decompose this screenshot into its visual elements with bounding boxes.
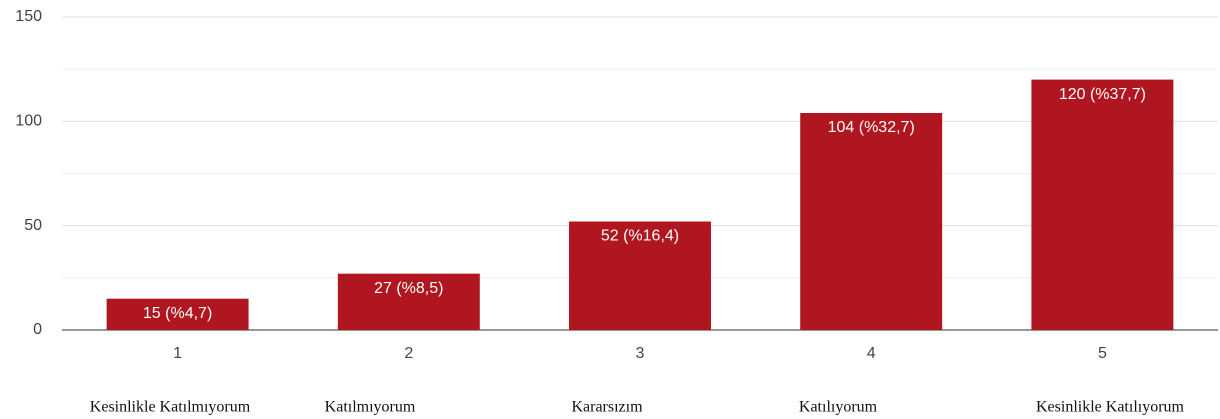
y-tick-label: 150	[15, 8, 42, 25]
y-tick-label: 100	[15, 113, 42, 130]
x-tick-label: 3	[636, 345, 645, 362]
category-description: Kesinlikle Katılıyorum	[1036, 399, 1185, 416]
category-description: Kararsızım	[571, 399, 643, 416]
y-tick-label: 50	[24, 217, 42, 234]
bar	[106, 298, 249, 330]
bar	[1031, 79, 1174, 330]
value-label: 15 (%4,7)	[143, 305, 212, 322]
category-description: Katılmıyorum	[325, 399, 416, 416]
x-tick-label: 5	[1098, 345, 1107, 362]
bar	[337, 273, 480, 330]
x-tick-label: 4	[867, 345, 876, 362]
y-tick-label: 0	[33, 321, 42, 338]
value-label: 27 (%8,5)	[374, 280, 443, 297]
value-label: 52 (%16,4)	[601, 228, 679, 245]
bar	[800, 112, 943, 330]
x-tick-label: 1	[173, 345, 182, 362]
value-label: 120 (%37,7)	[1059, 86, 1146, 103]
bar	[569, 221, 711, 330]
x-tick-label: 2	[404, 345, 413, 362]
category-description: Kesinlikle Katılmıyorum	[90, 399, 251, 416]
category-description: Katılıyorum	[799, 399, 878, 416]
value-label: 104 (%32,7)	[828, 119, 915, 136]
